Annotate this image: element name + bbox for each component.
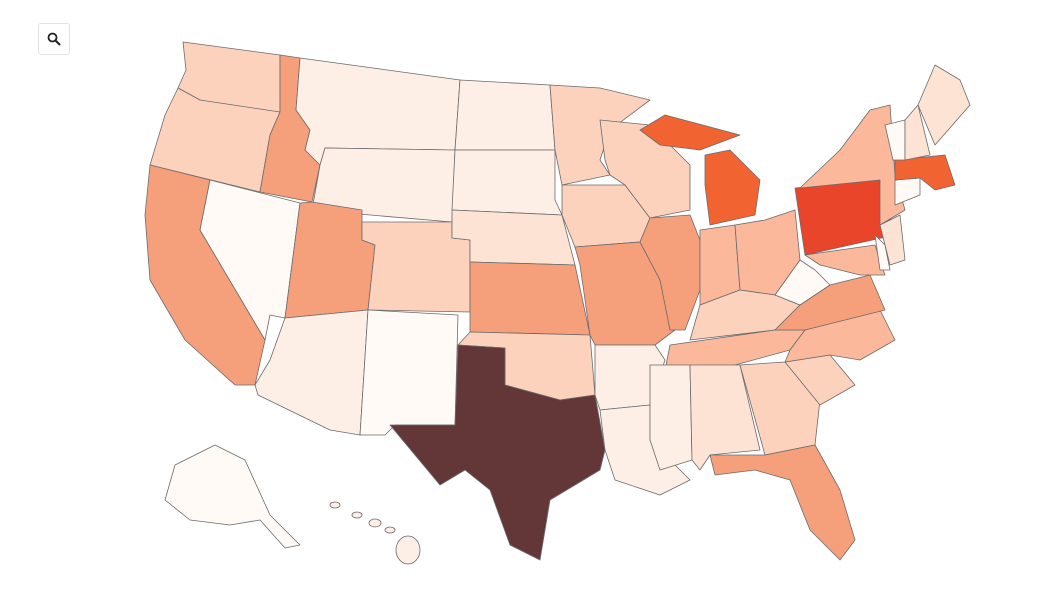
state-shape[interactable] bbox=[469, 261, 591, 336]
state-shape[interactable] bbox=[451, 149, 563, 216]
state-mi[interactable] bbox=[639, 114, 761, 226]
state-de[interactable] bbox=[874, 234, 891, 271]
state-shape[interactable] bbox=[739, 361, 821, 456]
state-shape[interactable] bbox=[454, 79, 556, 151]
state-az[interactable] bbox=[254, 309, 369, 436]
search-icon bbox=[47, 32, 61, 46]
island-shape[interactable] bbox=[395, 535, 421, 565]
state-md[interactable] bbox=[804, 244, 886, 276]
island-shape[interactable] bbox=[368, 518, 382, 528]
state-shape[interactable] bbox=[874, 234, 891, 271]
state-shape[interactable] bbox=[709, 444, 856, 561]
state-ms[interactable] bbox=[649, 364, 693, 471]
state-shape[interactable] bbox=[804, 244, 886, 276]
state-ak[interactable] bbox=[164, 444, 301, 549]
state-nm[interactable] bbox=[359, 309, 459, 436]
state-shape[interactable] bbox=[904, 104, 931, 161]
state-ks[interactable] bbox=[469, 261, 591, 336]
state-nh[interactable] bbox=[904, 104, 931, 161]
state-ut[interactable] bbox=[284, 201, 376, 319]
state-shape[interactable] bbox=[311, 147, 456, 223]
state-shape[interactable] bbox=[649, 364, 693, 471]
state-il[interactable] bbox=[639, 214, 701, 331]
state-shape[interactable] bbox=[917, 64, 971, 146]
state-shape[interactable] bbox=[164, 444, 301, 549]
island-shape[interactable] bbox=[329, 501, 341, 509]
state-shape[interactable] bbox=[639, 214, 701, 331]
state-shape[interactable] bbox=[389, 344, 606, 561]
state-wy[interactable] bbox=[311, 147, 456, 223]
state-me[interactable] bbox=[917, 64, 971, 146]
state-hi[interactable] bbox=[329, 501, 421, 565]
state-shape[interactable] bbox=[774, 259, 831, 306]
state-tx[interactable] bbox=[389, 344, 606, 561]
state-shape[interactable] bbox=[894, 177, 921, 206]
state-ne[interactable] bbox=[451, 209, 576, 266]
state-shape[interactable] bbox=[284, 201, 376, 319]
state-shape[interactable] bbox=[894, 154, 956, 191]
state-sd[interactable] bbox=[451, 149, 563, 216]
state-ma[interactable] bbox=[894, 154, 956, 191]
state-mn[interactable] bbox=[549, 84, 651, 186]
state-shape[interactable] bbox=[359, 309, 459, 436]
state-shape[interactable] bbox=[639, 114, 741, 151]
state-shape[interactable] bbox=[549, 84, 651, 186]
island-shape[interactable] bbox=[384, 526, 396, 534]
state-shape[interactable] bbox=[451, 209, 576, 266]
state-nd[interactable] bbox=[454, 79, 556, 151]
state-wv[interactable] bbox=[774, 259, 831, 306]
state-fl[interactable] bbox=[709, 444, 856, 561]
state-shape[interactable] bbox=[254, 309, 369, 436]
state-nj[interactable] bbox=[879, 214, 906, 266]
state-ga[interactable] bbox=[739, 361, 821, 456]
zoom-button[interactable] bbox=[38, 23, 70, 55]
state-ct[interactable] bbox=[894, 177, 921, 206]
state-shape[interactable] bbox=[704, 149, 761, 226]
state-shape[interactable] bbox=[879, 214, 906, 266]
island-shape[interactable] bbox=[351, 511, 363, 519]
